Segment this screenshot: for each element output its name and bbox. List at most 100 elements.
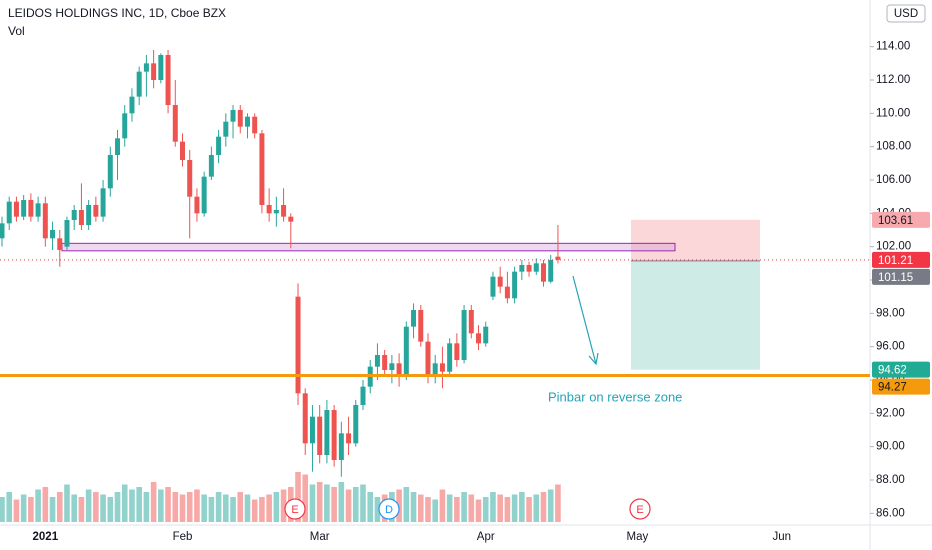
volume-bar <box>367 492 374 522</box>
candle-body <box>107 155 113 189</box>
volume-bar <box>49 497 56 522</box>
volume-bar <box>425 497 431 522</box>
candle-body <box>237 110 243 127</box>
volume-bar <box>215 492 222 522</box>
candle-body <box>187 160 193 197</box>
candle-body <box>360 386 366 405</box>
candle-body <box>71 210 77 220</box>
volume-bar <box>396 489 402 522</box>
candle-body <box>490 276 496 297</box>
y-tick-label: 106.00 <box>876 174 911 186</box>
candle-body <box>461 310 467 360</box>
volume-bar <box>439 489 446 522</box>
volume-bar <box>497 494 503 522</box>
volume-bar <box>504 497 511 522</box>
currency-box <box>886 4 926 23</box>
volume-bar <box>114 492 121 522</box>
candle-body <box>180 141 185 160</box>
volume-bar <box>129 489 135 522</box>
volume-bar <box>6 492 13 522</box>
volume-bar <box>158 489 164 522</box>
candle-body <box>447 343 453 372</box>
y-tick-label: 102.00 <box>876 241 911 253</box>
candle-body <box>86 205 92 225</box>
candle-body <box>483 326 489 344</box>
volume-bar <box>107 497 114 522</box>
candle-body <box>331 410 337 460</box>
arrow-shaft <box>572 275 597 365</box>
candle-body <box>115 138 121 155</box>
x-tick-label: May <box>626 531 648 543</box>
candle-body <box>6 201 12 224</box>
annotation: Pinbar on reverse zone <box>548 389 682 404</box>
candle-body <box>396 363 402 377</box>
volume-bar <box>194 489 200 522</box>
volume-bar <box>186 492 193 522</box>
volume-bar <box>71 494 77 522</box>
y-tick-label: 90.00 <box>876 441 905 453</box>
volume-bar <box>179 494 186 522</box>
candle-body <box>425 341 431 375</box>
candle-body <box>208 155 214 177</box>
volume-bar <box>266 494 272 522</box>
candle-body <box>172 105 178 142</box>
volume-bar <box>201 494 207 522</box>
volume-bar <box>143 492 150 522</box>
volume-bar <box>432 499 438 522</box>
candle-body <box>252 116 258 134</box>
y-tick-label: 98.00 <box>876 307 905 319</box>
candle-body <box>374 355 380 367</box>
volume-bar <box>338 482 345 522</box>
volume-bar <box>223 494 229 522</box>
price-label-bg <box>872 251 930 268</box>
candle-body <box>533 263 539 272</box>
target-zone <box>631 260 760 370</box>
candle-body <box>541 263 546 282</box>
volume-bar <box>511 494 518 522</box>
volume-bar <box>13 499 20 522</box>
candle-body <box>526 265 532 272</box>
volume-bar <box>316 482 323 522</box>
candle-body <box>317 416 323 455</box>
candle-body <box>353 405 359 444</box>
x-tick-label: Mar <box>310 531 330 543</box>
event-marker <box>378 498 400 520</box>
volume-bar <box>237 492 244 522</box>
y-tick-label: 108.00 <box>876 141 911 153</box>
y-tick-label: 112.00 <box>876 74 910 86</box>
volume-bar <box>100 494 106 522</box>
reverse-zone <box>61 242 676 252</box>
candle-body <box>230 110 236 122</box>
volume-bar <box>475 499 482 522</box>
currency-label: USD <box>894 8 918 20</box>
volume-bar <box>360 484 366 522</box>
candle-body <box>122 113 128 139</box>
candle-body <box>418 310 424 342</box>
candle-body <box>21 200 27 217</box>
price-label: 94.27 <box>878 382 907 394</box>
candle-body <box>165 55 171 105</box>
event-marker <box>629 498 651 520</box>
candle-body <box>555 256 561 260</box>
event-label: E <box>636 504 643 516</box>
volume-bar <box>230 497 236 522</box>
candle-body <box>403 326 409 377</box>
candle-body <box>50 230 56 239</box>
volume-bar <box>482 497 489 522</box>
x-tick-label: Apr <box>477 531 495 543</box>
candle-body <box>194 196 200 214</box>
volume-bar <box>165 487 171 522</box>
volume-bar <box>136 487 142 522</box>
volume-bar <box>490 492 496 522</box>
candle-body <box>281 205 287 217</box>
event-marker <box>284 498 306 520</box>
volume-bar <box>540 492 547 522</box>
candle-body <box>42 203 48 239</box>
volume-bar <box>309 484 316 522</box>
volume-label: Vol <box>8 24 25 38</box>
candle-body <box>35 203 41 217</box>
price-label: 103.61 <box>878 215 913 227</box>
y-tick-label: 114.00 <box>876 41 910 53</box>
candle-body <box>439 363 445 372</box>
